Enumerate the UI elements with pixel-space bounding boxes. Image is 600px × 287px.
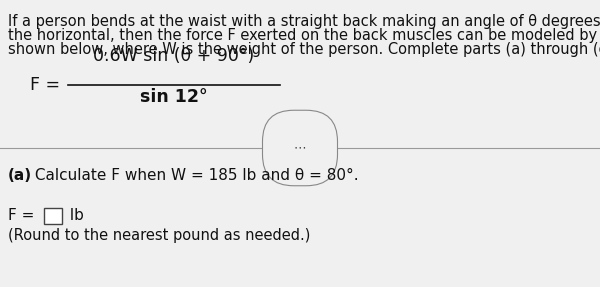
Text: ⋯: ⋯ [294, 141, 306, 154]
Text: sin 12°: sin 12° [140, 88, 208, 106]
Text: the horizontal, then the force F exerted on the back muscles can be modeled by t: the horizontal, then the force F exerted… [8, 28, 600, 43]
Text: lb: lb [65, 208, 84, 223]
Text: Calculate F when W = 185 lb and θ = 80°.: Calculate F when W = 185 lb and θ = 80°. [30, 168, 359, 183]
Text: (a): (a) [8, 168, 32, 183]
FancyBboxPatch shape [44, 208, 62, 224]
Text: F =: F = [30, 76, 65, 94]
Text: (Round to the nearest pound as needed.): (Round to the nearest pound as needed.) [8, 228, 310, 243]
Text: If a person bends at the waist with a straight back making an angle of θ degrees: If a person bends at the waist with a st… [8, 14, 600, 29]
Text: shown below, where W is the weight of the person. Complete parts (a) through (c): shown below, where W is the weight of th… [8, 42, 600, 57]
Text: F =: F = [8, 208, 39, 223]
Text: 0.6W sin (θ + 90°): 0.6W sin (θ + 90°) [94, 47, 254, 65]
